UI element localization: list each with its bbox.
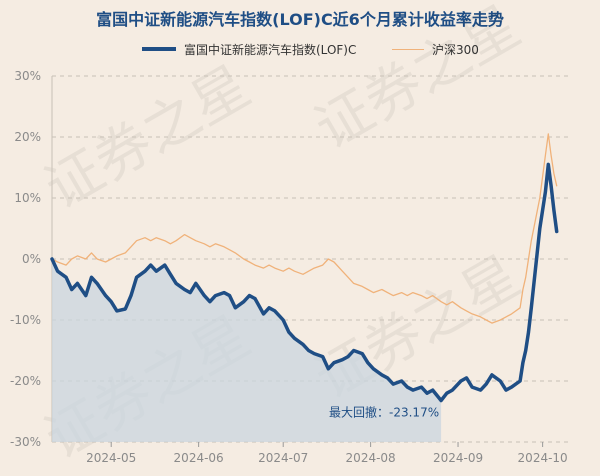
chart-title: 富国中证新能源汽车指数(LOF)C近6个月累计收益率走势 [96,10,504,29]
x-tick-label: 2024-06 [174,451,224,465]
legend-item-fund[interactable]: 富国中证新能源汽车指数(LOF)C [142,40,356,58]
grid-layer: 30% 20% 10% 0% -10% -20% -30% 2024-05 2024-06 202… [10,69,568,465]
y-tick-label: -10% [10,313,41,327]
y-tick-label: 10% [14,191,41,205]
watermark-text: 证券之星 [35,54,261,222]
y-tick-label: 30% [14,69,41,83]
x-tick-label: 2024-05 [86,451,136,465]
x-tick-label: 2024-09 [433,451,483,465]
legend: 富国中证新能源汽车指数(LOF)C 沪深300 [0,40,600,58]
y-tick-label: 0% [22,252,41,266]
y-tick-label: -30% [10,435,41,449]
legend-label-fund: 富国中证新能源汽车指数(LOF)C [184,42,357,57]
label-layer: 最大回撤：-23.17% [329,404,439,419]
max-drawdown-label: 最大回撤：-23.17% [329,404,439,419]
legend-item-hs300[interactable]: 沪深300 [392,40,479,58]
y-tick-label: -20% [10,374,41,388]
drawdown-area [52,259,442,442]
drawdown-area-layer [52,259,442,442]
legend-swatch-hs300 [392,48,424,50]
series-line-hs300[interactable] [51,133,558,324]
legend-label-hs300: 沪深300 [432,42,479,57]
x-tick-label: 2024-10 [518,451,568,465]
y-tick-label: 20% [14,130,41,144]
x-tick-label: 2024-07 [258,451,308,465]
x-tick-label: 2024-08 [346,451,396,465]
series-line-fund[interactable] [50,162,559,403]
watermark-text: 证券之星 [305,0,531,162]
legend-swatch-fund [142,47,176,51]
series-layer [50,133,559,403]
